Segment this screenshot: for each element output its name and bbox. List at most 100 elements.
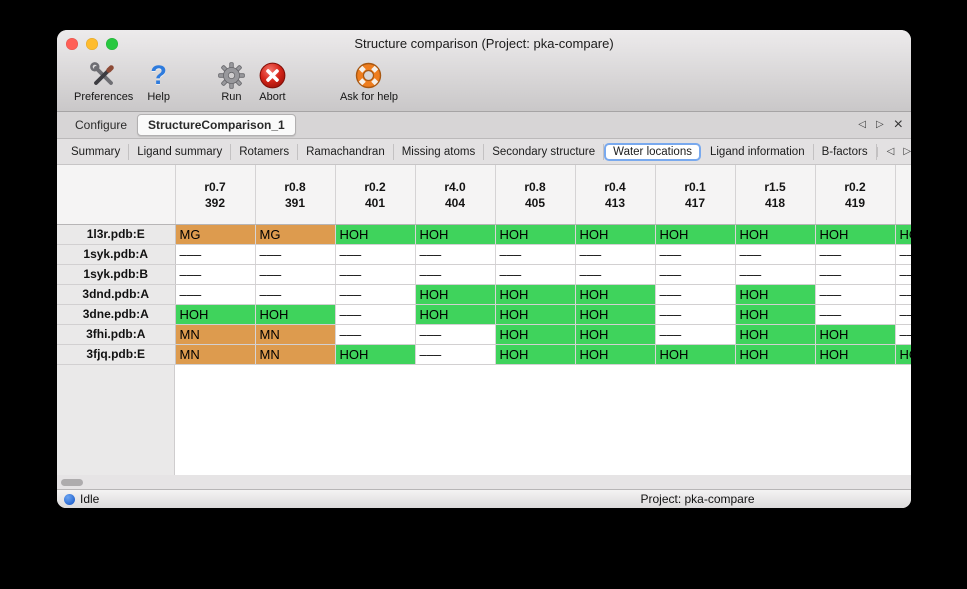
table-cell[interactable]: ––– <box>655 264 736 285</box>
row-label[interactable]: 3fjq.pdb:E <box>57 344 176 365</box>
table-cell[interactable]: ––– <box>415 344 496 365</box>
subtab-prev-icon[interactable]: ◁ <box>886 145 895 157</box>
table-cell[interactable]: HOH <box>895 224 911 245</box>
table-cell[interactable]: ––– <box>175 244 256 265</box>
column-header[interactable]: r0.2 401 <box>335 165 416 225</box>
table-cell[interactable]: ––– <box>175 284 256 305</box>
row-label[interactable]: 1syk.pdb:B <box>57 264 176 285</box>
table-cell[interactable]: HOH <box>575 304 656 325</box>
table-cell[interactable]: ––– <box>655 324 736 345</box>
subtab-next-icon[interactable]: ▷ <box>903 145 911 157</box>
table-cell[interactable]: HOH <box>415 284 496 305</box>
row-label[interactable]: 1syk.pdb:A <box>57 244 176 265</box>
table-cell[interactable]: ––– <box>815 304 896 325</box>
table-cell[interactable]: HOH <box>735 224 816 245</box>
table-cell[interactable]: ––– <box>415 324 496 345</box>
table-cell[interactable]: ––– <box>495 244 576 265</box>
table-cell[interactable]: MN <box>255 324 336 345</box>
abort-button[interactable]: Abort <box>252 60 293 103</box>
table-cell[interactable]: ––– <box>815 244 896 265</box>
row-label[interactable]: 3dne.pdb:A <box>57 304 176 325</box>
table-cell[interactable]: ––– <box>655 284 736 305</box>
table-cell[interactable]: ––– <box>895 324 911 345</box>
tab-configure[interactable]: Configure <box>75 118 128 132</box>
table-cell[interactable]: HOH <box>495 224 576 245</box>
table-cell[interactable]: ––– <box>255 244 336 265</box>
table-cell[interactable]: HOH <box>735 304 816 325</box>
table-cell[interactable]: ––– <box>335 284 416 305</box>
table-cell[interactable]: ––– <box>895 264 911 285</box>
table-cell[interactable]: ––– <box>655 244 736 265</box>
table-cell[interactable]: ––– <box>335 264 416 285</box>
column-header[interactable]: r0.1 417 <box>655 165 736 225</box>
table-cell[interactable]: HOH <box>575 224 656 245</box>
subtab-ligand-information[interactable]: Ligand information <box>702 143 814 160</box>
subtab-water-locations[interactable]: Water locations <box>604 142 701 161</box>
table-cell[interactable]: ––– <box>655 304 736 325</box>
table-cell[interactable]: HOH <box>495 324 576 345</box>
preferences-button[interactable]: Preferences <box>67 60 140 103</box>
table-cell[interactable]: HOH <box>415 304 496 325</box>
column-header[interactable]: r0.4 413 <box>575 165 656 225</box>
table-cell[interactable]: HOH <box>655 224 736 245</box>
prev-tab-icon[interactable]: ◁ <box>858 119 866 130</box>
table-cell[interactable]: HOH <box>735 344 816 365</box>
table-cell[interactable]: HOH <box>815 344 896 365</box>
table-cell[interactable]: HOH <box>575 324 656 345</box>
tab-structurecomparison-1[interactable]: StructureComparison_1 <box>137 114 296 136</box>
next-tab-icon[interactable]: ▷ <box>875 119 884 130</box>
row-label[interactable]: 3fhi.pdb:A <box>57 324 176 345</box>
table-cell[interactable]: MG <box>255 224 336 245</box>
table-cell[interactable]: HOH <box>495 284 576 305</box>
table-cell[interactable]: ––– <box>735 244 816 265</box>
table-cell[interactable]: HOH <box>735 284 816 305</box>
subtab-ligand-summary[interactable]: Ligand summary <box>129 143 232 160</box>
table-cell[interactable]: ––– <box>415 244 496 265</box>
subtab-secondary-structure[interactable]: Secondary structure <box>484 143 605 160</box>
column-header[interactable]: r0.2 419 <box>815 165 896 225</box>
table-cell[interactable]: ––– <box>895 244 911 265</box>
subtab-summary[interactable]: Summary <box>63 143 130 160</box>
help-button[interactable]: ? Help <box>140 60 177 103</box>
table-cell[interactable]: ––– <box>895 284 911 305</box>
table-cell[interactable]: ––– <box>735 264 816 285</box>
column-header[interactable]: r4.0 404 <box>415 165 496 225</box>
table-cell[interactable]: HOH <box>895 344 911 365</box>
table-cell[interactable]: ––– <box>575 244 656 265</box>
table-cell[interactable]: ––– <box>255 284 336 305</box>
table-cell[interactable]: HOH <box>815 324 896 345</box>
subtab-rotamers[interactable]: Rotamers <box>231 143 299 160</box>
table-cell[interactable]: ––– <box>415 264 496 285</box>
column-header[interactable]: r1.5 418 <box>735 165 816 225</box>
table-cell[interactable]: HOH <box>735 324 816 345</box>
table-cell[interactable]: HOH <box>575 344 656 365</box>
subtab-b-factors[interactable]: B-factors <box>814 143 877 160</box>
zoom-window-button[interactable] <box>106 37 118 50</box>
minimize-window-button[interactable] <box>86 37 98 50</box>
row-label[interactable]: 3dnd.pdb:A <box>57 284 176 305</box>
table-cell[interactable]: ––– <box>895 304 911 325</box>
row-label[interactable]: 1l3r.pdb:E <box>57 224 176 245</box>
table-cell[interactable]: HOH <box>815 224 896 245</box>
table-cell[interactable]: MN <box>175 324 256 345</box>
close-window-button[interactable] <box>66 37 78 50</box>
column-header-partial[interactable] <box>895 165 911 225</box>
column-header[interactable]: r0.8 391 <box>255 165 336 225</box>
table-cell[interactable]: ––– <box>335 324 416 345</box>
table-cell[interactable]: HOH <box>335 224 416 245</box>
table-cell[interactable]: ––– <box>815 284 896 305</box>
table-cell[interactable]: MG <box>175 224 256 245</box>
table-cell[interactable]: ––– <box>335 244 416 265</box>
table-cell[interactable]: HOH <box>255 304 336 325</box>
table-cell[interactable]: HOH <box>415 224 496 245</box>
table-cell[interactable]: HOH <box>575 284 656 305</box>
table-cell[interactable]: HOH <box>495 344 576 365</box>
table-cell[interactable]: ––– <box>175 264 256 285</box>
subtab-missing-atoms[interactable]: Missing atoms <box>394 143 485 160</box>
subtab-ramachandran[interactable]: Ramachandran <box>298 143 394 160</box>
table-cell[interactable]: ––– <box>495 264 576 285</box>
titlebar[interactable]: Structure comparison (Project: pka-compa… <box>57 30 911 57</box>
table-cell[interactable]: ––– <box>575 264 656 285</box>
horizontal-scrollbar[interactable] <box>57 475 911 489</box>
table-cell[interactable]: HOH <box>175 304 256 325</box>
